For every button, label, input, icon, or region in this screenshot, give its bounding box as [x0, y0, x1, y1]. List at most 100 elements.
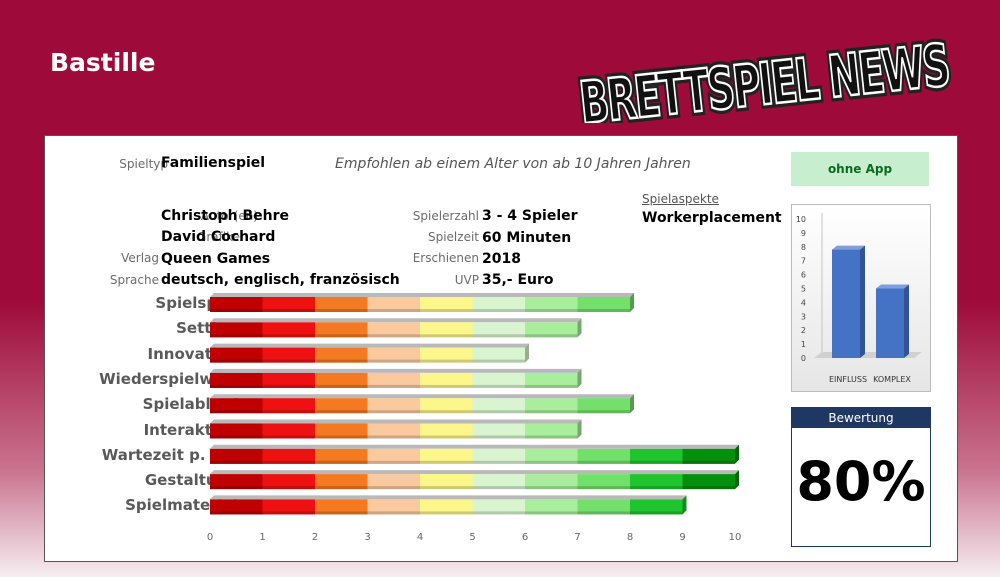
bar-segment — [315, 372, 368, 388]
x-tick-label: 5 — [469, 532, 475, 543]
bar-segment — [420, 448, 473, 464]
bar-segment — [577, 398, 630, 414]
app-status-badge: ohne App — [791, 152, 929, 186]
y-tick-label: 7 — [801, 257, 806, 266]
category-label: Spielmaterial — [125, 496, 238, 515]
bar-segment — [210, 448, 263, 464]
brettspiel-news-logo: BRETTSPIEL NEWS BRETTSPIEL NEWS — [572, 28, 956, 123]
spielaspekte-value: Workerplacement — [642, 210, 782, 226]
y-tick-label: 5 — [801, 285, 806, 294]
verlag-value: Queen Games — [161, 251, 271, 267]
bar-segment — [420, 499, 473, 515]
bar — [210, 394, 634, 414]
bar-segment — [367, 474, 420, 490]
category-label: Wiederspielwert — [99, 369, 238, 388]
bar-segment — [210, 499, 263, 515]
x-tick-label: 6 — [522, 532, 528, 543]
grafiker-label: Grafiker — [197, 230, 245, 244]
bar-segment — [315, 423, 368, 439]
bar — [876, 284, 909, 358]
bar-segment — [315, 499, 368, 515]
bar-segment — [682, 474, 735, 490]
bar — [210, 444, 739, 464]
bar-segment — [472, 398, 525, 414]
sprache-label: Sprache — [109, 273, 159, 287]
spielzeit-value: 60 Minuten — [482, 230, 572, 246]
bar-segment — [210, 372, 263, 388]
bar-segment — [262, 398, 315, 414]
bar — [210, 343, 529, 363]
bar-segment — [420, 398, 473, 414]
bar-segment — [525, 423, 578, 439]
category-label: Wartezeit p. Sp. — [101, 445, 238, 464]
rating-value: 80% — [796, 450, 926, 513]
x-tick-label: 8 — [627, 532, 633, 543]
bar-segment — [367, 372, 420, 388]
category-label: EINFLUSS — [829, 375, 867, 384]
y-tick-label: 1 — [801, 340, 806, 349]
y-tick-label: 0 — [801, 354, 806, 363]
bar — [210, 495, 687, 515]
x-tick-label: 10 — [729, 532, 742, 543]
bar-segment — [210, 398, 263, 414]
y-tick-label: 10 — [796, 215, 806, 224]
bar-segment — [630, 474, 683, 490]
bar-segment — [420, 423, 473, 439]
verlag-label: Verlag — [121, 251, 159, 265]
review-panel: Spieltyp Familienspiel Empfohlen ab eine… — [44, 135, 958, 562]
bar-segment — [525, 372, 578, 388]
bar-segment — [315, 297, 368, 312]
spieltyp-label: Spieltyp — [119, 157, 168, 171]
bar-segment — [577, 297, 630, 312]
bar-segment — [472, 297, 525, 312]
bar-segment — [367, 499, 420, 515]
uvp-value: 35,- Euro — [482, 272, 554, 288]
y-tick-label: 9 — [801, 229, 806, 238]
bar-segment — [525, 499, 578, 515]
spielerzahl-label: Spielerzahl — [412, 209, 479, 223]
bar-segment — [315, 474, 368, 490]
age-recommendation: Empfohlen ab einem Alter von ab 10 Jahre… — [335, 156, 691, 172]
bar-segment — [525, 474, 578, 490]
bar-segment — [630, 499, 683, 515]
bar-segment — [367, 297, 420, 312]
bar-segment — [525, 297, 578, 312]
bar-segment — [472, 423, 525, 439]
bar-segment — [420, 347, 473, 363]
bar-segment — [210, 423, 263, 439]
rating-bar-chart: 0 1 2 3 4 5 6 7 8 9 10 — [207, 293, 742, 543]
spieltyp-value: Familienspiel — [161, 155, 266, 171]
bar-segment — [472, 448, 525, 464]
rating-box: Bewertung 80% — [791, 407, 931, 547]
x-tick-label: 7 — [574, 532, 580, 543]
bar-segment — [262, 499, 315, 515]
erschienen-label: Erschienen — [412, 251, 479, 265]
bar-segment — [682, 448, 735, 464]
bar-segment — [210, 322, 263, 338]
y-tick-label: 3 — [801, 312, 806, 321]
bar-segment — [210, 347, 263, 363]
bar-segment — [262, 372, 315, 388]
bar-segment — [472, 499, 525, 515]
bar-segment — [472, 474, 525, 490]
grafiker-value: David Cochard — [161, 229, 276, 245]
bar-segment — [630, 448, 683, 464]
bar-segment — [577, 474, 630, 490]
bar-segment — [210, 474, 263, 490]
bar-segment — [367, 423, 420, 439]
bar-segment — [367, 448, 420, 464]
x-tick-label: 2 — [312, 532, 318, 543]
bar-segment — [262, 322, 315, 338]
bar-segment — [367, 322, 420, 338]
bar — [210, 293, 634, 312]
svg-text:BRETTSPIEL NEWS: BRETTSPIEL NEWS — [576, 31, 951, 123]
bar — [210, 419, 582, 439]
y-tick-label: 2 — [801, 326, 806, 335]
bar-segment — [262, 423, 315, 439]
game-title: Bastille — [50, 48, 156, 77]
spielaspekte-label: Spielaspekte — [642, 192, 719, 206]
bar — [210, 470, 739, 490]
rating-header: Bewertung — [792, 408, 930, 428]
bar-segment — [315, 448, 368, 464]
bar-segment — [420, 322, 473, 338]
